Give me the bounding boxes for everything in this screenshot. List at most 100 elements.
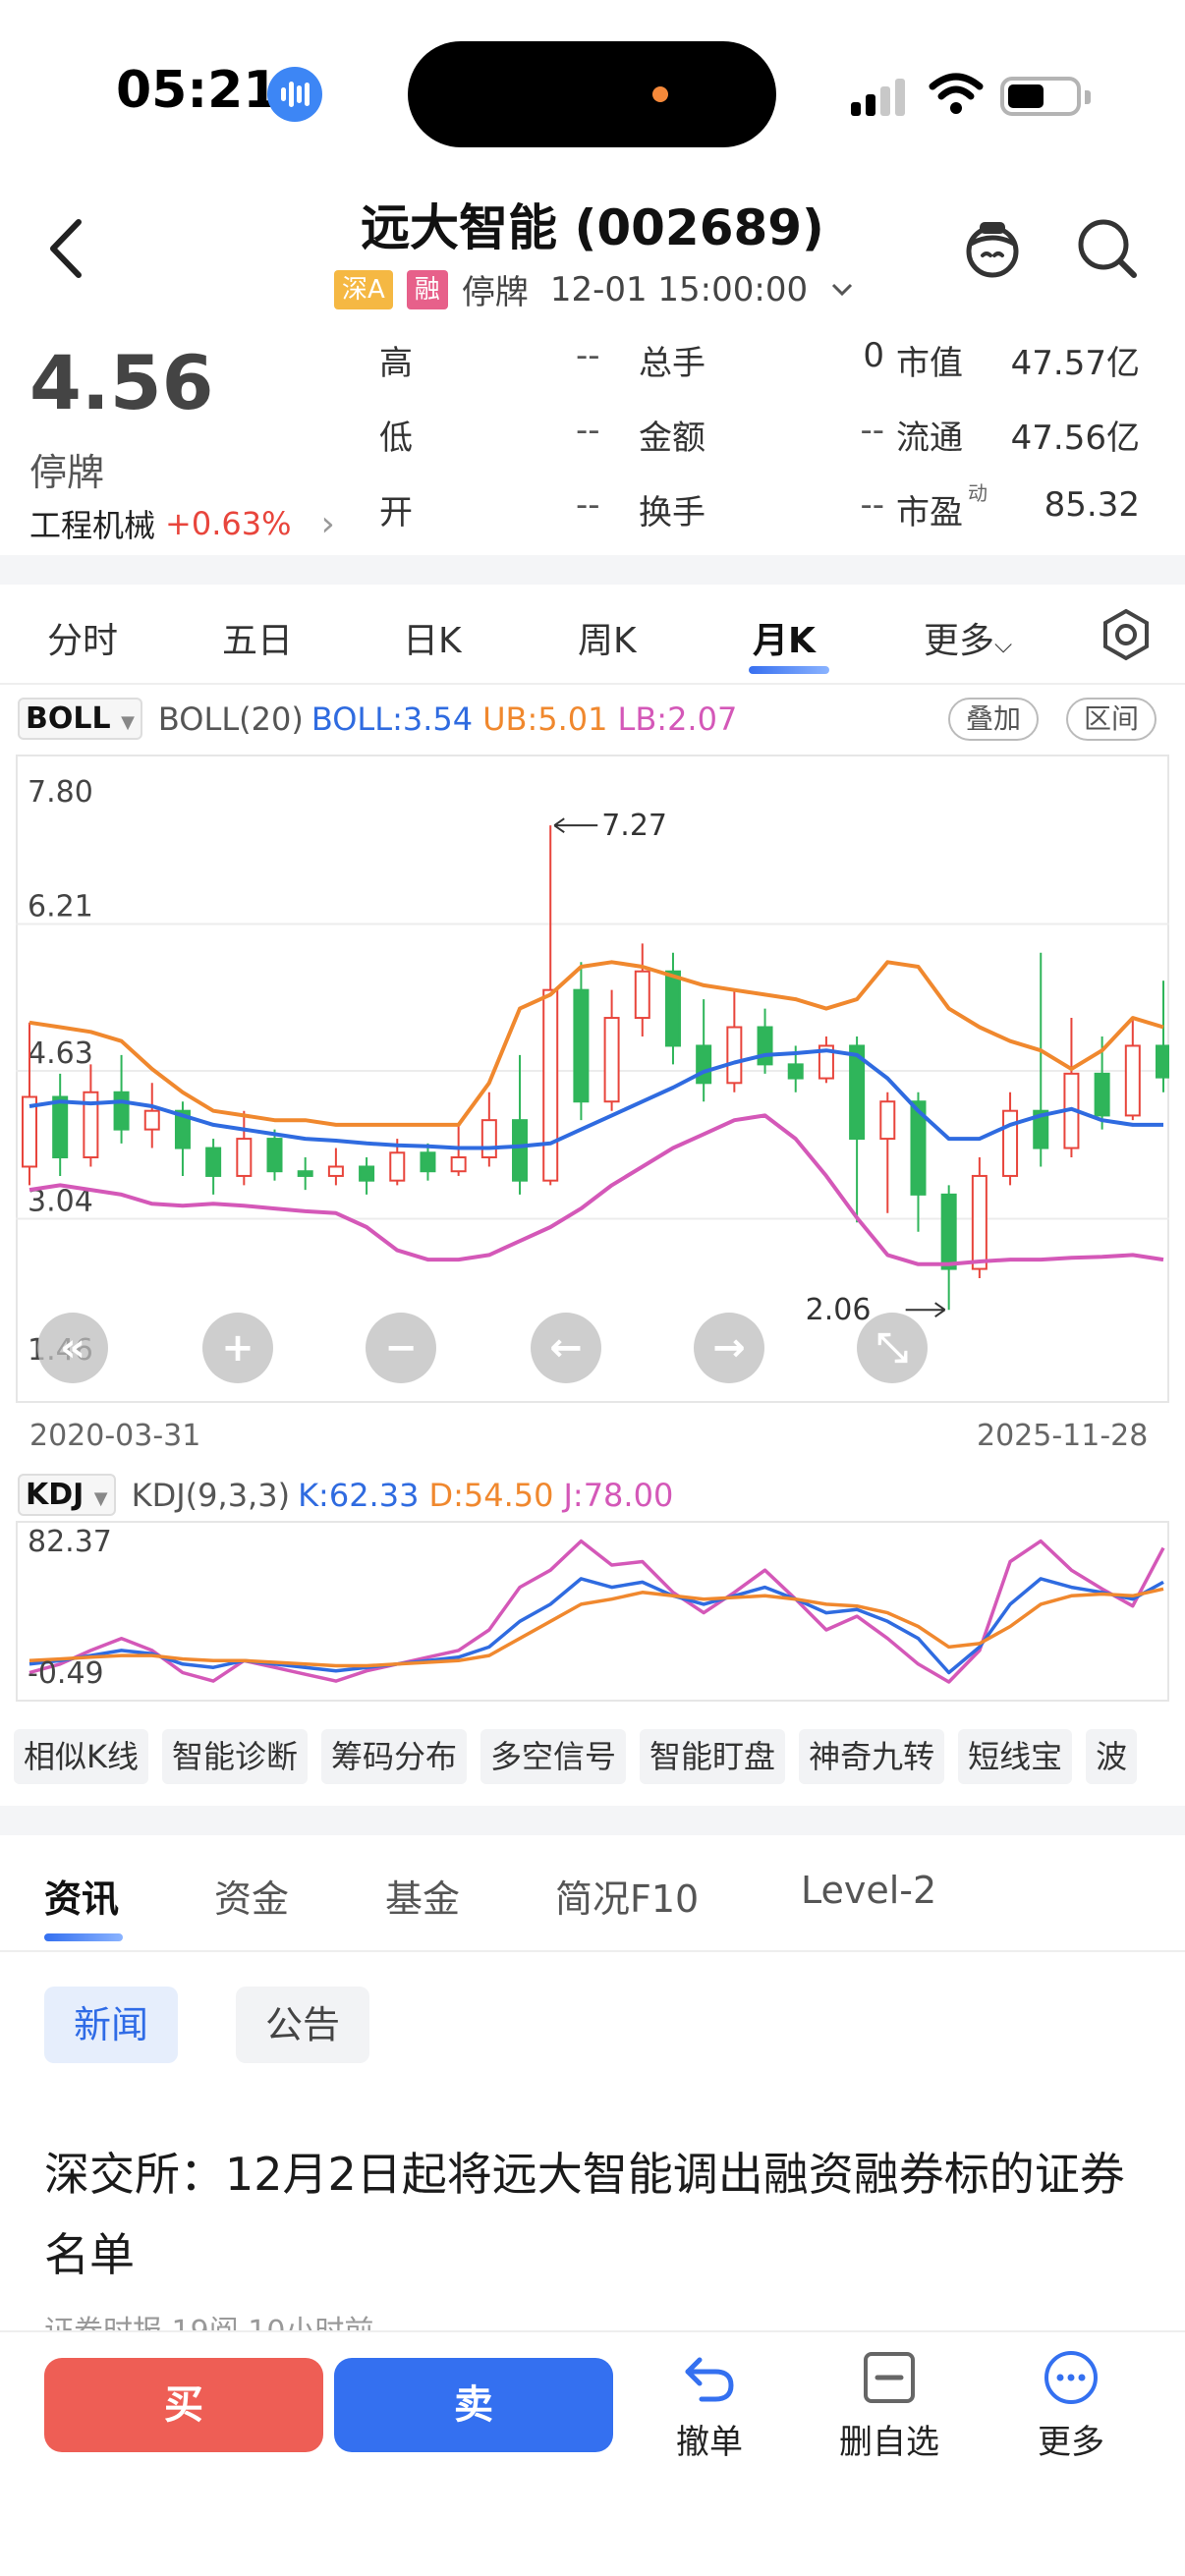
kdj-d-value: D:54.50 <box>428 1476 554 1514</box>
buy-button[interactable]: 买 <box>44 2358 323 2452</box>
voice-assistant-icon[interactable] <box>267 67 322 122</box>
tab-five-day[interactable]: 五日 <box>222 621 294 661</box>
overlay-button[interactable]: 叠加 <box>948 698 1040 741</box>
low-price-label: 2.06 <box>806 1293 872 1327</box>
tool-smart-watch[interactable]: 智能盯盘 <box>640 1729 786 1784</box>
arrow-right-icon[interactable]: → <box>694 1313 764 1383</box>
high-marker-arrow <box>553 817 598 833</box>
candle-down <box>573 988 590 1103</box>
kdj-y-min: -0.49 <box>28 1656 104 1691</box>
tab-weekly-k[interactable]: 周K <box>578 621 637 661</box>
sell-button[interactable]: 卖 <box>334 2358 613 2452</box>
fullscreen-icon[interactable]: ⤡ <box>857 1313 928 1383</box>
tab-more[interactable]: 更多⌵ <box>924 612 1012 663</box>
x-axis-end: 2025-11-28 <box>977 1419 1149 1453</box>
rewind-double-left-icon[interactable]: « <box>37 1313 108 1383</box>
kdj-header: KDJ ▼ KDJ(9,3,3) K:62.33 D:54.50 J:78.00 <box>18 1474 673 1516</box>
divider <box>0 683 1185 685</box>
tool-chip-distribution[interactable]: 筹码分布 <box>321 1729 468 1784</box>
candle-down <box>205 1147 222 1177</box>
section-divider <box>0 555 1185 585</box>
candle-down <box>787 1063 804 1080</box>
arrow-left-icon[interactable]: ← <box>531 1313 601 1383</box>
stock-subline[interactable]: 深A 融 停牌 12-01 15:00:00 <box>334 265 855 313</box>
stat-value: 47.57亿 <box>1010 344 1140 383</box>
kdj-k-line <box>28 1577 1164 1675</box>
tool-short-term[interactable]: 短线宝 <box>958 1729 1073 1784</box>
cancel-order-label: 撤单 <box>676 2423 743 2462</box>
stat-label-sup: 动 <box>968 481 988 505</box>
kdj-j-line <box>28 1539 1165 1684</box>
news-headline[interactable]: 深交所：12月2日起将远大智能调出融资融券标的证券名单 <box>44 2148 1125 2281</box>
low-marker-arrow <box>905 1302 946 1318</box>
cancel-order-button[interactable]: 撤单 <box>641 2348 778 2463</box>
stat-value: 85.32 <box>1044 485 1140 525</box>
chip-news[interactable]: 新闻 <box>44 1987 179 2063</box>
kdj-chart[interactable] <box>16 1521 1169 1702</box>
stat-label: 低 <box>379 419 413 458</box>
tab-f10[interactable]: 简况F10 <box>555 1877 700 1921</box>
tab-fund[interactable]: 基金 <box>385 1877 461 1921</box>
remove-watchlist-button[interactable]: 删自选 <box>820 2348 958 2463</box>
active-tab-indicator <box>749 666 829 674</box>
tool-bull-bear-signal[interactable]: 多空信号 <box>480 1729 627 1784</box>
caret-down-icon: ▼ <box>93 1488 108 1509</box>
chip-announcement[interactable]: 公告 <box>236 1987 370 2063</box>
assistant-robot-icon[interactable] <box>958 214 1027 283</box>
candle-down <box>512 1119 529 1182</box>
tool-smart-diagnosis[interactable]: 智能诊断 <box>162 1729 309 1784</box>
news-tab-indicator <box>44 1933 123 1941</box>
range-button[interactable]: 区间 <box>1066 698 1157 741</box>
kline-chart[interactable]: 7.806.214.633.041.467.272.06 <box>16 755 1169 1403</box>
candle-down <box>52 1095 69 1159</box>
sector-link[interactable]: 工程机械 +0.63% › <box>29 501 335 546</box>
stat-value: 0 <box>863 336 884 375</box>
candle-up <box>879 1100 896 1141</box>
chevron-right-icon: › <box>320 503 335 544</box>
tab-more-label: 更多 <box>924 621 995 661</box>
stat-value: -- <box>576 411 600 450</box>
stock-title: 远大智能 (002689) <box>361 199 824 256</box>
candle-down <box>1033 1109 1049 1149</box>
chart-settings-icon[interactable] <box>1099 607 1154 662</box>
back-chevron-icon[interactable] <box>39 214 98 283</box>
stat-label: 高 <box>379 344 413 383</box>
boll-lb-value: LB:2.07 <box>617 700 738 738</box>
tool-magic-nine[interactable]: 神奇九转 <box>799 1729 945 1784</box>
kdj-y-max: 82.37 <box>28 1525 112 1559</box>
stat-label: 市值 <box>896 344 963 383</box>
boll-header: BOLL ▼ BOLL(20) BOLL:3.54 UB:5.01 LB:2.0… <box>18 698 737 740</box>
candle-up <box>818 1044 834 1080</box>
y-axis-tick-label: 7.80 <box>28 775 93 810</box>
candle-down <box>1156 1044 1169 1079</box>
kline-chart-frame[interactable] <box>16 755 1169 1403</box>
tool-wave[interactable]: 波 <box>1086 1729 1138 1784</box>
candle-up <box>726 1026 743 1085</box>
kdj-selector[interactable]: KDJ ▼ <box>18 1474 116 1516</box>
more-button[interactable]: 更多 <box>1002 2348 1140 2463</box>
tab-daily-k[interactable]: 日K <box>403 621 462 661</box>
tab-capital[interactable]: 资金 <box>214 1877 290 1921</box>
tool-similar-kline[interactable]: 相似K线 <box>14 1729 148 1784</box>
tab-level2[interactable]: Level-2 <box>801 1869 937 1912</box>
high-price-label: 7.27 <box>601 809 667 843</box>
undo-icon <box>685 2357 734 2402</box>
kdj-chart-frame[interactable] <box>16 1521 1169 1702</box>
zoom-in-icon[interactable]: + <box>202 1313 273 1383</box>
boll-ub-value: UB:5.01 <box>482 700 608 738</box>
tab-news[interactable]: 资讯 <box>44 1877 120 1921</box>
candle-up <box>327 1165 344 1177</box>
halt-status: 停牌 <box>29 451 105 494</box>
candle-up <box>1002 1109 1019 1177</box>
stat-label: 流通 <box>896 419 963 458</box>
boll-selector[interactable]: BOLL ▼ <box>18 698 142 740</box>
tab-minute[interactable]: 分时 <box>47 621 119 661</box>
chevron-down-icon[interactable] <box>829 280 855 300</box>
candle-up <box>634 970 650 1020</box>
search-icon[interactable] <box>1073 214 1142 283</box>
zoom-out-icon[interactable]: − <box>366 1313 436 1383</box>
sector-change: +0.63% <box>165 505 292 542</box>
candle-down <box>359 1165 375 1182</box>
candle-up <box>480 1119 497 1159</box>
tab-monthly-k[interactable]: 月K <box>753 621 816 661</box>
